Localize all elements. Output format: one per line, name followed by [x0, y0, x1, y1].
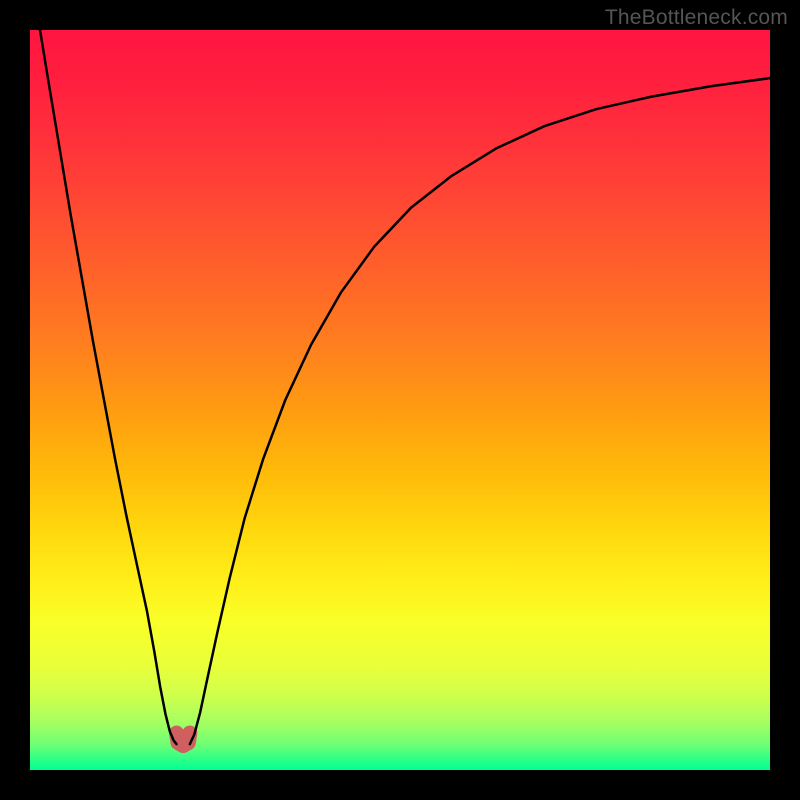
watermark-label: TheBottleneck.com — [605, 6, 788, 30]
chart-svg — [0, 0, 800, 800]
trough-marker — [177, 733, 190, 746]
chart-frame: TheBottleneck.com — [0, 0, 800, 800]
plot-background-gradient — [30, 30, 770, 770]
